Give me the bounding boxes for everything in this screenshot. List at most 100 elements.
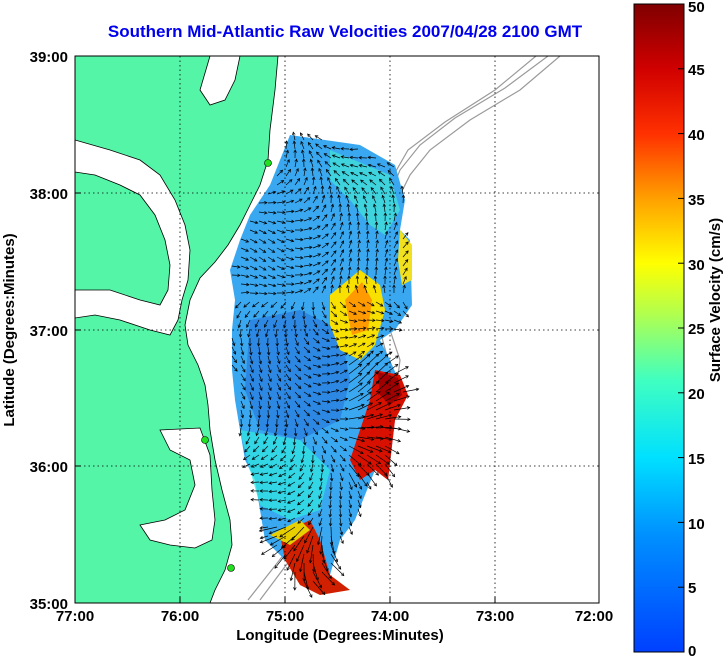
velocity-vector-head: [348, 266, 352, 271]
velocity-vector-head: [281, 315, 286, 319]
velocity-vector-head: [335, 370, 340, 375]
velocity-vector: [303, 197, 311, 204]
velocity-vector: [312, 580, 326, 595]
velocity-vector-head: [262, 249, 267, 253]
velocity-vector-head: [275, 343, 279, 347]
velocity-vector-head: [321, 194, 326, 199]
velocity-vector: [276, 400, 280, 409]
velocity-vector: [276, 265, 285, 270]
velocity-vector: [348, 363, 362, 375]
velocity-vector-head: [296, 558, 300, 563]
velocity-vector: [357, 212, 359, 222]
velocity-vector: [366, 342, 375, 348]
velocity-vector-head: [303, 324, 307, 329]
velocity-vector-head: [382, 203, 387, 207]
velocity-vector: [348, 427, 366, 430]
velocity-vector: [326, 169, 332, 177]
velocity-vector: [357, 335, 366, 339]
velocity-vector-head: [337, 566, 342, 570]
velocity-vector: [348, 416, 365, 420]
velocity-vector-head: [256, 343, 261, 347]
velocity-vector-head: [366, 353, 371, 358]
x-tick-label: 77:00: [56, 608, 94, 625]
velocity-vector: [366, 445, 383, 452]
velocity-vector: [283, 319, 287, 328]
velocity-vector: [402, 232, 409, 240]
velocity-vector: [384, 267, 387, 276]
velocity-vector-head: [341, 171, 346, 175]
velocity-vector-head: [328, 514, 332, 518]
velocity-vector: [264, 319, 269, 328]
velocity-vector-head: [329, 487, 333, 491]
velocity-vector-head: [289, 466, 293, 471]
velocity-vector-head: [318, 513, 322, 518]
velocity-vector: [262, 445, 269, 453]
velocity-vector-head: [259, 387, 263, 392]
velocity-vector-head: [317, 348, 321, 352]
velocity-vector: [267, 283, 276, 287]
sound-water: [139, 427, 216, 549]
velocity-vector: [330, 310, 337, 317]
velocity-vector: [303, 391, 311, 397]
velocity-vector: [366, 381, 380, 393]
velocity-vector: [269, 526, 287, 534]
velocity-vector: [285, 247, 294, 252]
velocity-vector-head: [333, 449, 337, 453]
velocity-vector-head: [367, 163, 372, 168]
velocity-vector: [251, 463, 260, 468]
velocity-vector: [276, 409, 279, 418]
velocity-vector: [402, 267, 408, 276]
velocity-vector-head: [255, 333, 260, 338]
velocity-vector: [321, 277, 327, 285]
velocity-vector-head: [307, 393, 312, 397]
velocity-vector-head: [262, 240, 267, 244]
velocity-vector-head: [373, 203, 377, 208]
velocity-vector-head: [340, 257, 344, 262]
velocity-vector-head: [251, 456, 256, 460]
velocity-vector: [330, 544, 338, 562]
velocity-vector-head: [285, 342, 289, 347]
velocity-vector: [302, 445, 305, 455]
velocity-vector-head: [297, 510, 301, 515]
velocity-vector: [357, 327, 366, 330]
velocity-vector-head: [328, 496, 333, 500]
velocity-vector-head: [322, 285, 326, 289]
velocity-vector-head: [287, 386, 292, 391]
velocity-vector: [333, 170, 341, 177]
velocity-vector-head: [299, 281, 304, 285]
velocity-vector: [312, 418, 320, 425]
jet-orange: [345, 282, 372, 335]
velocity-vector: [276, 180, 284, 186]
velocity-vector-head: [388, 351, 393, 355]
velocity-vector-head: [358, 495, 362, 500]
velocity-vector: [265, 328, 269, 337]
velocity-vector: [244, 445, 251, 453]
velocity-vector-head: [355, 212, 360, 216]
velocity-vector-head: [249, 360, 254, 365]
velocity-vector-head: [372, 195, 376, 199]
velocity-vector: [360, 179, 368, 186]
velocity-vector: [258, 229, 267, 234]
velocity-vector: [393, 328, 402, 331]
velocity-vector-head: [308, 559, 313, 564]
velocity-vector-head: [342, 458, 346, 462]
velocity-vector-head: [370, 187, 375, 191]
velocity-vector-head: [371, 310, 376, 315]
velocity-vector: [267, 400, 271, 409]
velocity-vector-head: [300, 228, 304, 232]
velocity-vector-head: [335, 379, 340, 384]
velocity-vector: [393, 319, 402, 324]
velocity-vector: [231, 355, 237, 363]
velocity-vector-head: [343, 447, 347, 452]
velocity-vector-head: [246, 324, 250, 328]
velocity-vector: [271, 445, 278, 453]
velocity-vector: [384, 373, 399, 384]
velocity-vector-head: [394, 363, 399, 368]
velocity-vector-head: [291, 209, 295, 214]
velocity-vector-head: [260, 456, 265, 460]
velocity-vector-head: [317, 382, 322, 387]
velocity-vector: [307, 133, 314, 141]
velocity-vector: [303, 400, 311, 407]
velocity-vector: [269, 481, 278, 484]
velocity-vector: [393, 407, 410, 411]
